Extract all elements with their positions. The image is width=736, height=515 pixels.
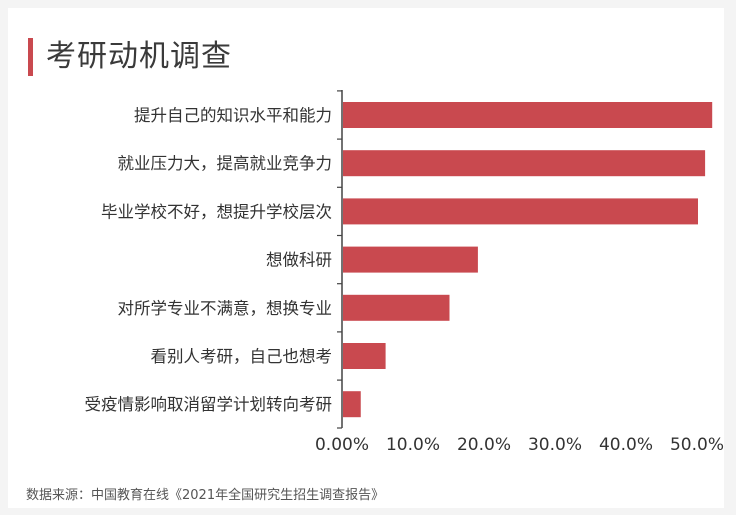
- chart-card: 考研动机调查 提升自己的知识水平和能力就业压力大，提高就业竞争力毕业学校不好，想…: [8, 8, 724, 508]
- x-tick-label: 40.0%: [599, 435, 653, 455]
- category-label: 毕业学校不好，想提升学校层次: [101, 202, 332, 221]
- bar: [343, 246, 478, 273]
- x-tick-label: 50.0%: [670, 435, 724, 455]
- bar: [343, 150, 706, 177]
- bar: [343, 294, 450, 321]
- bar: [343, 391, 361, 418]
- bar: [343, 198, 698, 225]
- category-label: 受疫情影响取消留学计划转向考研: [85, 395, 333, 414]
- x-tick-label: 0.00%: [315, 435, 369, 455]
- bar-chart: 提升自己的知识水平和能力就业压力大，提高就业竞争力毕业学校不好，想提升学校层次想…: [85, 90, 724, 455]
- title-accent-bar: [28, 38, 33, 76]
- category-label: 想做科研: [266, 251, 332, 270]
- category-label: 提升自己的知识水平和能力: [134, 106, 332, 125]
- x-tick-label: 20.0%: [457, 435, 511, 455]
- category-label: 就业压力大，提高就业竞争力: [118, 154, 333, 173]
- category-label: 对所学专业不满意，想换专业: [118, 299, 333, 318]
- category-label: 看别人考研，自己也想考: [151, 347, 333, 366]
- data-source-note: 数据来源：中国教育在线《2021年全国研究生招生调查报告》: [26, 488, 385, 503]
- x-tick-label: 30.0%: [528, 435, 582, 455]
- x-tick-label: 10.0%: [386, 435, 440, 455]
- bar: [343, 102, 713, 128]
- bar: [343, 343, 386, 369]
- chart-title: 考研动机调查: [46, 39, 232, 74]
